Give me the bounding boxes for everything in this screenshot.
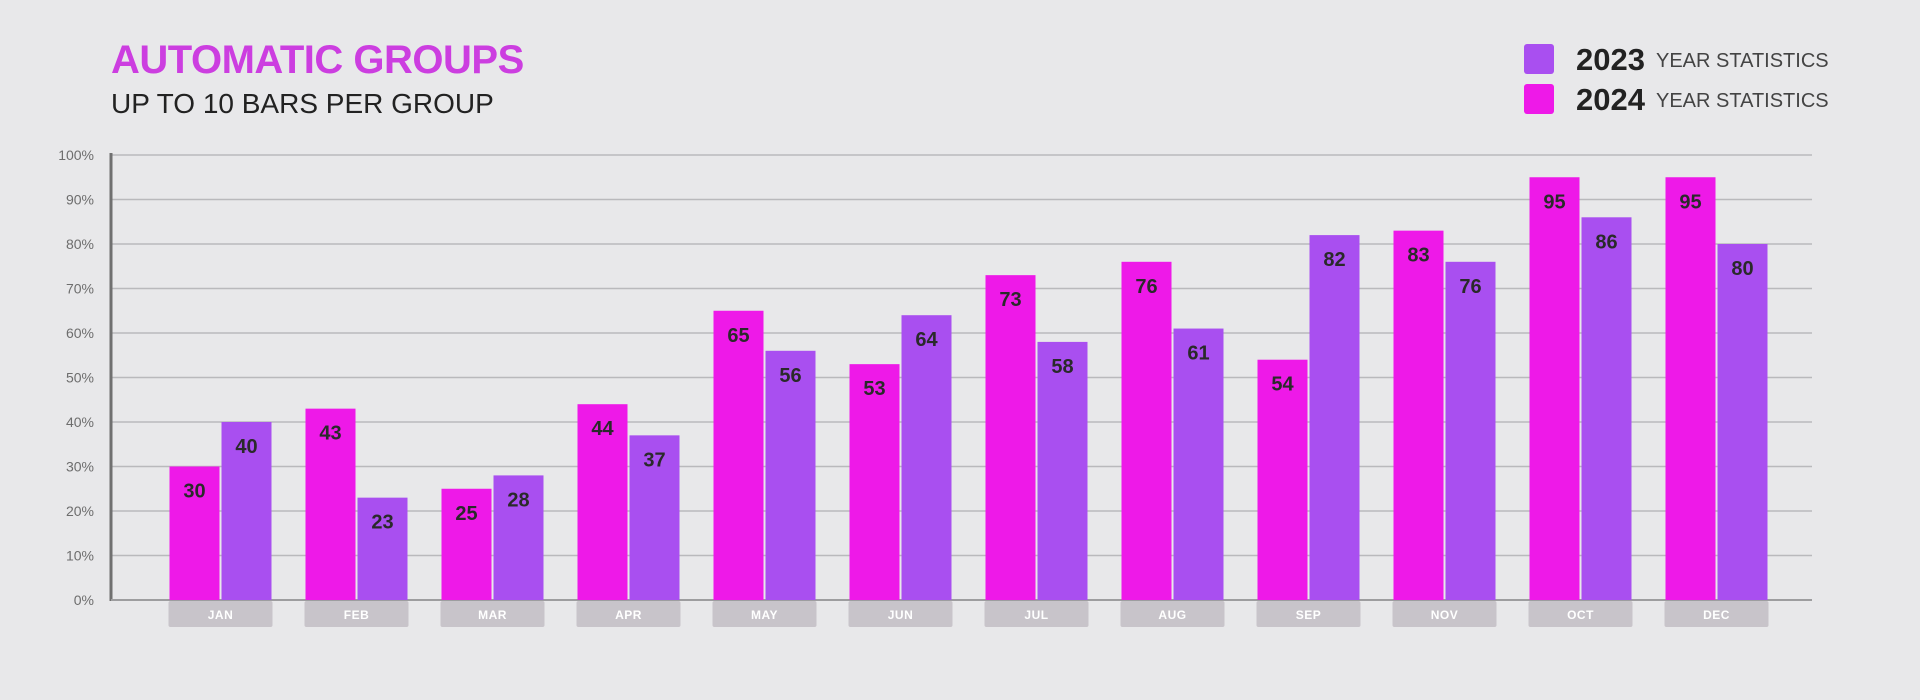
- y-tick-label: 60%: [66, 325, 94, 341]
- y-tick-label: 40%: [66, 414, 94, 430]
- bar-value-label: 76: [1459, 276, 1481, 298]
- legend-swatch-2024: [1524, 84, 1554, 114]
- bar-value-label: 30: [183, 481, 205, 503]
- category-label-box: [1256, 601, 1361, 627]
- bar-value-label: 61: [1187, 343, 1209, 365]
- category-label-box: [984, 601, 1089, 627]
- category-label-box: [576, 601, 681, 627]
- bar-value-label: 80: [1731, 258, 1753, 280]
- bar-2024-jan: [169, 466, 220, 600]
- bar-value-label: 40: [235, 436, 257, 458]
- y-tick-label: 70%: [66, 281, 94, 297]
- chart-subtitle: UP TO 10 BARS PER GROUP: [111, 88, 494, 119]
- bar-value-label: 53: [863, 378, 885, 400]
- y-tick-label: 90%: [66, 192, 94, 208]
- category-label-box: [712, 601, 817, 627]
- category-label: FEB: [344, 608, 370, 622]
- y-tick-label: 20%: [66, 503, 94, 519]
- category-label: DEC: [1703, 608, 1730, 622]
- bar-2024-aug: [1121, 261, 1172, 600]
- y-tick-label: 80%: [66, 236, 94, 252]
- category-label: NOV: [1431, 608, 1459, 622]
- category-label-box: [304, 601, 409, 627]
- bar-2024-nov: [1393, 230, 1444, 600]
- bar-value-label: 56: [779, 365, 801, 387]
- category-label-box: [1528, 601, 1633, 627]
- legend-year-2023: 2023: [1576, 42, 1645, 77]
- category-label: JUL: [1024, 608, 1048, 622]
- y-tick-label: 0%: [74, 592, 94, 608]
- bar-value-label: 54: [1271, 374, 1294, 396]
- chart-title: AUTOMATIC GROUPS: [111, 38, 524, 82]
- category-label: OCT: [1567, 608, 1594, 622]
- bar-value-label: 37: [643, 449, 665, 471]
- bar-2024-dec: [1665, 177, 1716, 600]
- legend-swatch-2023: [1524, 44, 1554, 74]
- bar-2023-dec: [1717, 244, 1768, 600]
- category-label: SEP: [1296, 608, 1322, 622]
- bar-value-label: 76: [1135, 276, 1157, 298]
- y-tick-label: 10%: [66, 548, 94, 564]
- bar-value-label: 25: [455, 503, 477, 525]
- legend-suffix-2023: YEAR STATISTICS: [1656, 50, 1829, 72]
- y-tick-label: 100%: [58, 147, 94, 163]
- bar-value-label: 82: [1323, 249, 1345, 271]
- bar-2023-sep: [1309, 235, 1360, 600]
- bar-2023-may: [765, 350, 816, 600]
- bar-2024-may: [713, 310, 764, 600]
- bar-value-label: 83: [1407, 245, 1429, 267]
- bar-2024-oct: [1529, 177, 1580, 600]
- bar-2023-apr: [629, 435, 680, 600]
- category-label: MAR: [478, 608, 507, 622]
- category-label-box: [848, 601, 953, 627]
- bar-2024-sep: [1257, 359, 1308, 600]
- category-label: APR: [615, 608, 642, 622]
- bar-2023-oct: [1581, 217, 1632, 601]
- bar-value-label: 95: [1679, 191, 1701, 213]
- bar-2024-jun: [849, 364, 900, 600]
- bar-2023-jul: [1037, 341, 1088, 600]
- bar-value-label: 95: [1543, 191, 1565, 213]
- bar-2023-jan: [221, 422, 272, 600]
- bar-value-label: 43: [319, 423, 341, 445]
- bar-value-label: 65: [727, 325, 749, 347]
- legend-suffix-2024: YEAR STATISTICS: [1656, 90, 1829, 112]
- category-label: JAN: [208, 608, 234, 622]
- y-tick-label: 30%: [66, 459, 94, 475]
- category-label-box: [168, 601, 273, 627]
- bar-2023-aug: [1173, 328, 1224, 600]
- category-label-box: [1664, 601, 1769, 627]
- category-label-box: [440, 601, 545, 627]
- category-label-box: [1120, 601, 1225, 627]
- bar-2023-feb: [357, 497, 408, 600]
- bar-2023-jun: [901, 315, 952, 600]
- category-label: JUN: [888, 608, 914, 622]
- legend-year-2024: 2024: [1576, 82, 1645, 117]
- category-label: MAY: [751, 608, 778, 622]
- bar-value-label: 58: [1051, 356, 1073, 378]
- category-label-box: [1392, 601, 1497, 627]
- bar-2023-mar: [493, 475, 544, 600]
- category-label: AUG: [1158, 608, 1186, 622]
- bar-value-label: 86: [1595, 231, 1617, 253]
- bar-value-label: 44: [591, 418, 614, 440]
- bar-2024-mar: [441, 488, 492, 600]
- bar-2024-apr: [577, 404, 628, 600]
- bar-value-label: 73: [999, 289, 1021, 311]
- bar-2023-nov: [1445, 261, 1496, 600]
- bar-2024-jul: [985, 275, 1036, 600]
- bar-value-label: 64: [915, 329, 938, 351]
- bar-value-label: 28: [507, 489, 529, 511]
- bar-2024-feb: [305, 408, 356, 600]
- y-tick-label: 50%: [66, 370, 94, 386]
- bar-value-label: 23: [371, 512, 393, 534]
